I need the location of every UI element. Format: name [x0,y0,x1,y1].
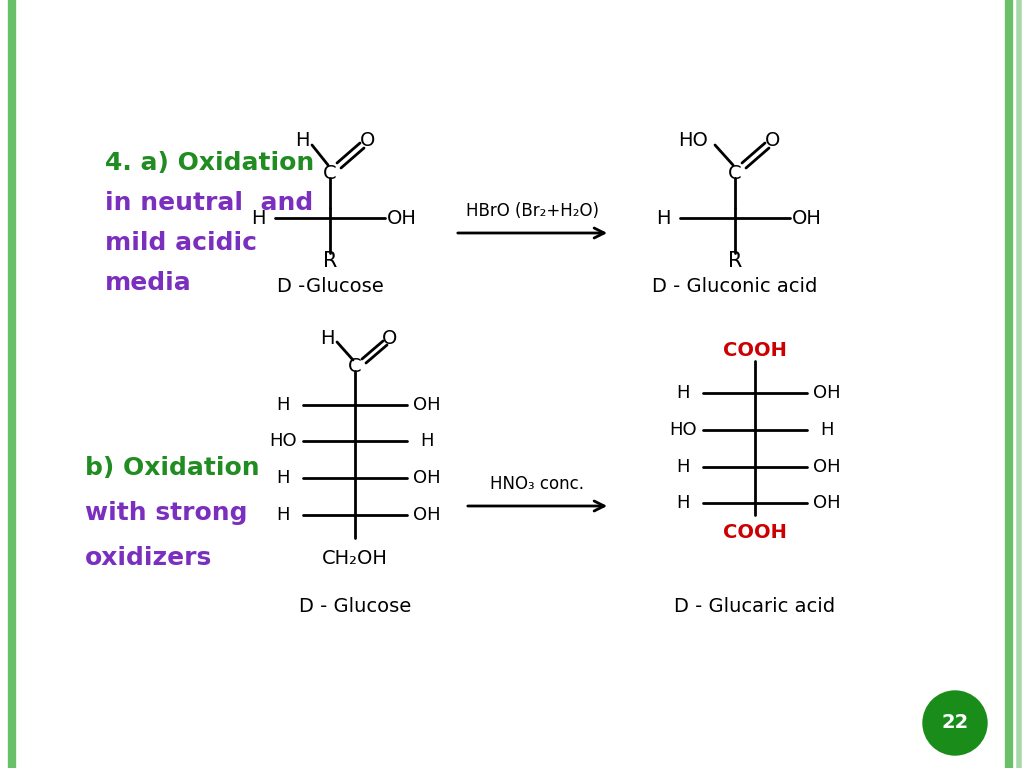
Text: H: H [276,396,290,414]
Text: H: H [655,208,671,227]
Text: HNO₃ conc.: HNO₃ conc. [490,475,585,493]
Text: OH: OH [414,469,440,487]
Text: H: H [251,208,265,227]
Text: OH: OH [813,384,841,402]
Text: HO: HO [269,432,297,450]
Text: H: H [676,458,690,476]
Text: media: media [105,271,191,295]
Text: with strong: with strong [85,501,248,525]
Text: CH₂OH: CH₂OH [323,548,388,568]
Circle shape [923,691,987,755]
Text: in neutral  and: in neutral and [105,191,313,215]
Text: D - Glucose: D - Glucose [299,597,411,615]
Text: H: H [319,329,334,347]
Text: HO: HO [670,421,696,439]
Text: OH: OH [813,494,841,512]
Text: H: H [420,432,434,450]
Text: H: H [276,506,290,524]
Text: H: H [820,421,834,439]
Text: R: R [728,251,742,271]
Text: R: R [323,251,337,271]
Text: OH: OH [387,208,417,227]
Text: OH: OH [813,458,841,476]
Text: COOH: COOH [723,342,786,360]
Text: 22: 22 [941,713,969,733]
Text: D - Gluconic acid: D - Gluconic acid [652,276,818,296]
Text: b) Oxidation: b) Oxidation [85,456,260,480]
Text: OH: OH [414,396,440,414]
Text: C: C [728,164,741,183]
Text: D - Glucaric acid: D - Glucaric acid [675,597,836,615]
Text: 4. a) Oxidation: 4. a) Oxidation [105,151,314,175]
Text: H: H [276,469,290,487]
Text: C: C [348,357,361,376]
Text: O: O [765,131,780,151]
Text: OH: OH [792,208,822,227]
Text: oxidizers: oxidizers [85,546,212,570]
Text: D -Glucose: D -Glucose [276,276,383,296]
Text: HO: HO [678,131,708,151]
Text: mild acidic: mild acidic [105,231,257,255]
Text: OH: OH [414,506,440,524]
Text: H: H [295,131,309,151]
Text: O: O [382,329,397,347]
Text: HBrO (Br₂+H₂O): HBrO (Br₂+H₂O) [466,202,599,220]
Text: COOH: COOH [723,524,786,542]
Text: H: H [676,384,690,402]
Text: C: C [324,164,337,183]
Text: O: O [360,131,376,151]
Text: H: H [676,494,690,512]
